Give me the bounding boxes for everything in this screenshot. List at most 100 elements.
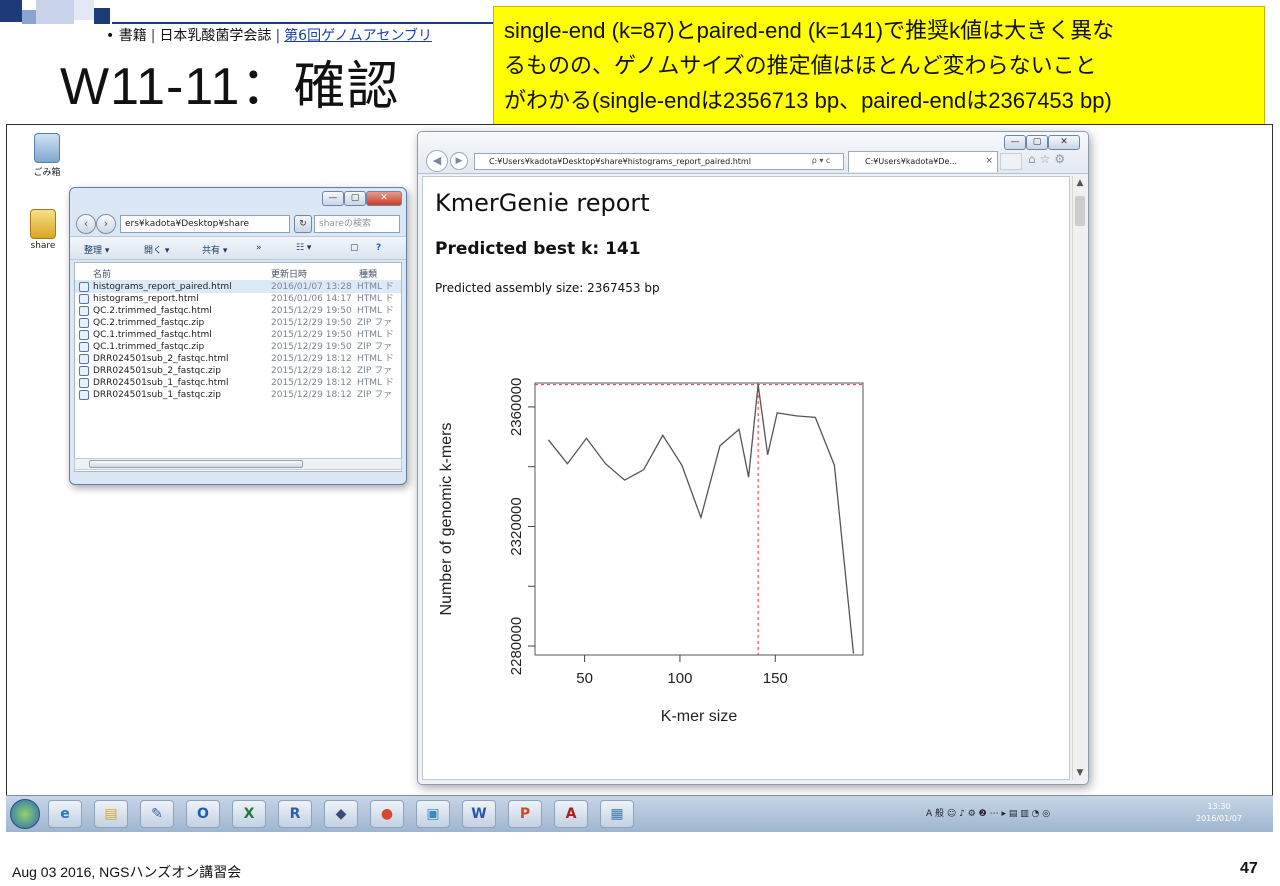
file-row[interactable]: DRR024501sub_1_fastqc.zip 2015/12/29 18:1… <box>75 389 401 401</box>
taskbar-clock[interactable]: 13:30 2016/01/07 <box>1196 801 1242 825</box>
notepad-icon[interactable]: ✎ <box>140 800 174 828</box>
column-name[interactable]: 名前 <box>93 270 112 280</box>
system-tray[interactable]: A 般 ☺ ♪ ⚙ ❷ ⋯ ▸ ▤ ▥ ◔ ◎ <box>926 809 1051 819</box>
y-tick-label: 2280000 <box>508 617 525 675</box>
minimize-button[interactable]: — <box>1004 135 1026 150</box>
file-name: QC.2.trimmed_fastqc.zip <box>93 318 205 328</box>
file-row[interactable]: DRR024501sub_2_fastqc.html 2015/12/29 18:… <box>75 353 401 365</box>
word-icon[interactable]: W <box>462 800 496 828</box>
forward-icon[interactable]: › <box>96 214 116 234</box>
file-row[interactable]: QC.1.trimmed_fastqc.zip 2015/12/29 19:50 Z… <box>75 341 401 353</box>
desktop-icon-recycle-bin[interactable]: ごみ箱 <box>25 133 69 178</box>
paint-icon[interactable]: ▣ <box>416 800 450 828</box>
file-name: QC.2.trimmed_fastqc.html <box>93 306 212 316</box>
open-menu[interactable]: 開く ▾ <box>144 246 170 256</box>
start-button[interactable] <box>10 799 40 829</box>
header-rule <box>112 22 507 24</box>
back-icon[interactable]: ‹ <box>76 214 96 234</box>
virtualbox-icon[interactable]: ◆ <box>324 800 358 828</box>
file-row[interactable]: DRR024501sub_2_fastqc.zip 2015/12/29 18:1… <box>75 365 401 377</box>
bullet: • <box>106 28 115 44</box>
slide-footer: Aug 03 2016, NGSハンズオン講習会 <box>12 864 242 880</box>
file-name: histograms_report_paired.html <box>93 282 232 292</box>
file-date: 2016/01/06 14:17 <box>271 294 352 304</box>
reference-line: • 書籍 | 日本乳酸菌学会誌 | 第6回ゲノムアセンブリ <box>106 28 432 44</box>
file-date: 2015/12/29 18:12 <box>271 378 352 388</box>
file-row[interactable]: histograms_report.html 2016/01/06 14:17 HT… <box>75 293 401 305</box>
scrollbar-thumb[interactable] <box>1075 196 1085 226</box>
file-name: DRR024501sub_2_fastqc.zip <box>93 366 221 376</box>
html-file-icon <box>79 378 89 388</box>
scroll-up-icon[interactable]: ▲ <box>1076 178 1084 188</box>
acrobat-icon[interactable]: A <box>554 800 588 828</box>
powerpoint-icon[interactable]: P <box>508 800 542 828</box>
explorer-icon[interactable]: ▤ <box>94 800 128 828</box>
forward-icon[interactable]: ▶ <box>450 152 468 170</box>
file-list: 名前 更新日時 種類 histograms_report_paired.html… <box>74 262 402 472</box>
new-tab-button[interactable] <box>1000 153 1022 170</box>
file-row[interactable]: QC.2.trimmed_fastqc.zip 2015/12/29 19:50 Z… <box>75 317 401 329</box>
report-page: KmerGenie report Predicted best k: 141 P… <box>422 176 1070 780</box>
more-menu[interactable]: » <box>256 243 262 253</box>
taskbar: e ▤ ✎ O X R ◆ ● ▣ W P A ▦ A 般 ☺ ♪ ⚙ ❷ ⋯ ▸ ▤ ▥ ◔ ◎ 13… <box>6 795 1273 832</box>
preview-pane-icon[interactable]: ▢ <box>350 243 359 253</box>
explorer-address-bar[interactable]: ers¥kadota¥Desktop¥share <box>120 215 290 233</box>
file-row[interactable]: histograms_report_paired.html 2016/01/07 … <box>75 281 401 293</box>
column-type[interactable]: 種類 <box>359 270 378 280</box>
close-button[interactable]: ✕ <box>1048 135 1080 150</box>
file-date: 2015/12/29 19:50 <box>271 342 352 352</box>
explorer-search-input[interactable]: shareの検索 <box>314 215 400 233</box>
horizontal-scrollbar[interactable] <box>74 458 402 470</box>
close-button[interactable]: ✕ <box>366 191 402 206</box>
refresh-icon[interactable]: ↻ <box>294 215 312 233</box>
zip-file-icon <box>79 366 89 376</box>
explorer-window: — ▢ ✕ ‹ › ers¥kadota¥Desktop¥share ↻ sha… <box>69 187 407 485</box>
scroll-down-icon[interactable]: ▼ <box>1076 768 1084 778</box>
zip-file-icon <box>79 318 89 328</box>
back-icon[interactable]: ◀ <box>426 150 448 172</box>
html-file-icon <box>79 294 89 304</box>
browser-address-bar[interactable]: C:¥Users¥kadota¥Desktop¥share¥histograms… <box>474 153 844 170</box>
file-row[interactable]: DRR024501sub_1_fastqc.html 2015/12/29 18:… <box>75 377 401 389</box>
file-date: 2016/01/07 13:28 <box>271 282 352 292</box>
reference-link[interactable]: 第6回ゲノムアセンブリ <box>284 28 432 44</box>
y-tick-label: 2360000 <box>508 378 525 436</box>
header-decoration <box>22 10 36 24</box>
ie-icon[interactable]: e <box>48 800 82 828</box>
callout-line: るものの、ゲノムサイズの推定値はほとんど変わらないこと <box>504 53 1097 78</box>
browser-tools-icons[interactable]: ⌂☆⚙ <box>1028 152 1070 166</box>
view-options-icon[interactable]: ☷ ▾ <box>296 243 312 253</box>
recycle-bin-icon <box>34 133 60 163</box>
tab-close-icon[interactable]: × <box>985 156 993 166</box>
minimize-button[interactable]: — <box>322 191 344 206</box>
explorer-titlebar[interactable]: — ▢ ✕ <box>70 188 406 212</box>
outlook-icon[interactable]: O <box>186 800 220 828</box>
header-decoration <box>36 0 74 24</box>
html-file-icon <box>79 282 89 292</box>
column-date[interactable]: 更新日時 <box>271 270 308 280</box>
browser-tab[interactable]: C:¥Users¥kadota¥De... × <box>848 151 998 172</box>
x-axis-label: K-mer size <box>661 708 738 725</box>
organize-menu[interactable]: 整理 ▾ <box>84 246 110 256</box>
share-menu[interactable]: 共有 ▾ <box>202 246 228 256</box>
chrome-icon[interactable]: ● <box>370 800 404 828</box>
excel-icon[interactable]: X <box>232 800 266 828</box>
address-search-refresh-icon[interactable]: ρ ▾ c <box>811 156 831 165</box>
help-icon[interactable]: ? <box>376 243 382 253</box>
assembly-size-text: Predicted assembly size: 2367453 bp <box>435 281 660 295</box>
file-row[interactable]: QC.2.trimmed_fastqc.html 2015/12/29 19:50… <box>75 305 401 317</box>
r-icon[interactable]: R <box>278 800 312 828</box>
tab-title: C:¥Users¥kadota¥De... <box>865 157 958 166</box>
file-type: HTML ド <box>357 306 394 316</box>
y-axis-label: Number of genomic k-mers <box>438 423 455 616</box>
vertical-scrollbar[interactable]: ▲ ▼ <box>1072 176 1086 780</box>
maximize-button[interactable]: ▢ <box>1026 135 1048 150</box>
scrollbar-thumb[interactable] <box>89 460 303 468</box>
photos-icon[interactable]: ▦ <box>600 800 634 828</box>
desktop-icon-share[interactable]: share <box>21 209 65 251</box>
plot-frame <box>534 382 864 656</box>
file-list-header: 名前 更新日時 種類 <box>75 263 401 281</box>
maximize-button[interactable]: ▢ <box>344 191 366 206</box>
zip-file-icon <box>79 390 89 400</box>
file-row[interactable]: QC.1.trimmed_fastqc.html 2015/12/29 19:50… <box>75 329 401 341</box>
